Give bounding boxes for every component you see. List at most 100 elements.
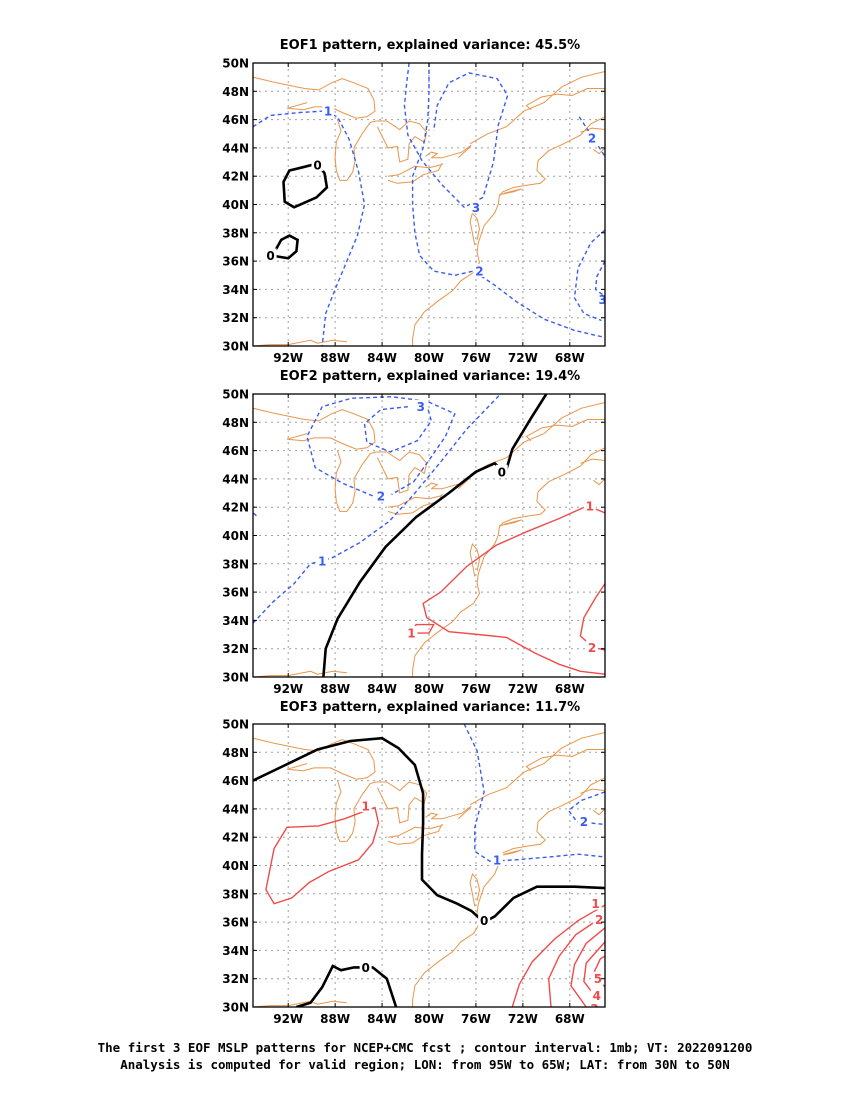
coastline (525, 419, 605, 442)
x-tick-label: 68W (555, 1012, 585, 1026)
contour-label: 0 (480, 914, 488, 928)
coastline (412, 116, 605, 346)
coastline (253, 407, 376, 450)
coastline (499, 849, 522, 857)
y-tick-label: 34N (222, 283, 249, 297)
contour-label-bg (374, 488, 387, 502)
coastline (387, 824, 443, 845)
contour-label: 3 (472, 201, 480, 215)
y-tick-label: 44N (222, 141, 249, 155)
contour-line-level-neg3 (363, 406, 433, 453)
contour-label-bg (359, 799, 372, 813)
eof1-map-panel: 1 3 2 2 3 0 0 92W 88W 84W 80W 76W 72W 68W 30N 32N 34N 36N… (222, 57, 606, 365)
contour-label-bg (588, 1001, 601, 1007)
coastline (376, 120, 428, 163)
y-tick-label: 38N (222, 557, 249, 571)
coastline (469, 542, 481, 577)
contour-label: 1 (493, 853, 501, 867)
coastline (580, 127, 605, 133)
coastline (499, 188, 522, 196)
contour-line-level-1 (265, 806, 380, 905)
coastline (425, 812, 439, 820)
y-tick-label: 30N (222, 671, 249, 685)
contour-line-level-2 (547, 914, 605, 1007)
coastline (580, 788, 605, 794)
contour-label: 2 (475, 265, 483, 279)
contour-label: 2 (377, 489, 385, 503)
x-tick-label: 92W (273, 351, 303, 365)
contour-line-level-neg4 (594, 260, 605, 298)
y-tick-label: 32N (222, 311, 249, 325)
contour-label-bg (491, 852, 504, 866)
y-tick-label: 50N (222, 718, 249, 732)
y-tick-label: 40N (222, 198, 249, 212)
y-tick-label: 48N (222, 746, 249, 760)
y-tick-label: 30N (222, 340, 249, 354)
coastline (387, 494, 444, 508)
contour-label-bg (414, 399, 427, 413)
contour-line-level-1 (511, 904, 605, 1007)
y-tick-label: 40N (222, 529, 249, 543)
coastline (387, 824, 444, 838)
caption-line-1: The first 3 EOF MSLP patterns for NCEP+C… (97, 1040, 753, 1055)
contour-label: 1 (324, 105, 332, 119)
coastline (593, 478, 605, 486)
x-tick-label: 72W (508, 351, 538, 365)
contour-line-level-neg1 (463, 724, 605, 863)
panel-title-eof2: EOF2 pattern, explained variance: 19.4% (280, 369, 580, 384)
coastline (593, 147, 605, 155)
y-tick-label: 38N (222, 226, 249, 240)
eof-figure: EOF1 pattern, explained variance: 45.5% … (222, 38, 606, 1026)
y-tick-label: 44N (222, 802, 249, 816)
coastline (425, 151, 439, 159)
contour-line-level-neg1 (253, 394, 502, 624)
coastline (253, 76, 376, 119)
coastline (469, 211, 481, 246)
map-plot-area: 1 2 3 0 1 1 2 (253, 394, 605, 677)
coastline (580, 458, 605, 464)
contour-label: 3 (598, 293, 606, 307)
y-tick-label: 46N (222, 444, 249, 458)
coastline (469, 71, 605, 145)
contour-label-bg (583, 498, 596, 512)
caption-line-2: Analysis is computed for valid region; L… (120, 1057, 730, 1072)
contour-line-level-neg2 (411, 63, 605, 339)
coastline (499, 519, 522, 527)
contour-label-bg (316, 553, 329, 567)
coastline (525, 749, 605, 772)
panel-title-eof3: EOF3 pattern, explained variance: 11.7% (280, 700, 580, 715)
y-tick-label: 46N (222, 113, 249, 127)
x-tick-label: 88W (320, 682, 350, 696)
y-tick-label: 50N (222, 388, 249, 402)
coastline (469, 732, 605, 806)
y-tick-label: 34N (222, 614, 249, 628)
contour-label: 3 (417, 400, 425, 414)
contour-line-level-neg3 (573, 229, 605, 322)
contour-label: 5 (594, 972, 602, 986)
y-tick-label: 30N (222, 1001, 249, 1015)
contour-label: 1 (318, 554, 326, 568)
contour-label-bg (596, 292, 605, 306)
contour-label-bg (405, 626, 418, 640)
y-tick-label: 42N (222, 501, 249, 515)
contour-label-bg (593, 912, 605, 926)
y-tick-label: 36N (222, 255, 249, 269)
x-tick-label: 76W (461, 351, 491, 365)
contour-label: 4 (593, 989, 601, 1003)
contour-line-level-neg1 (253, 110, 366, 346)
y-tick-label: 34N (222, 944, 249, 958)
coastline (431, 475, 472, 490)
contour-label-bg (591, 971, 604, 985)
contour-label: 0 (361, 961, 369, 975)
x-tick-label: 84W (367, 351, 397, 365)
contour-line-level-1 (422, 505, 605, 675)
x-tick-label: 88W (320, 351, 350, 365)
coastline (253, 339, 347, 346)
contour-label: 0 (266, 249, 274, 263)
contour-label: 0 (313, 158, 321, 172)
contour-line-level-0 (253, 736, 605, 924)
x-tick-label: 72W (508, 1012, 538, 1026)
contour-line-level-0 (269, 234, 299, 260)
y-tick-label: 48N (222, 85, 249, 99)
contour-label-bg (359, 960, 372, 974)
